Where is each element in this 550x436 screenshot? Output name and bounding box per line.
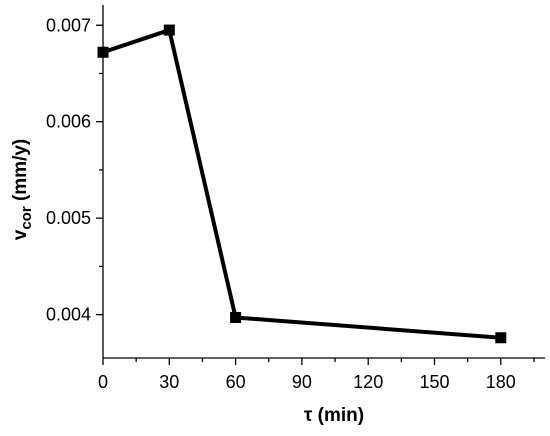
y-axis-title-unit: (mm/y) [10,139,31,207]
data-point-marker [230,311,242,323]
x-ticks: 0 30 60 90 120 150 180 [98,358,535,392]
x-tick-label: 150 [419,372,449,392]
x-tick-label: 180 [486,372,516,392]
series-layer [97,24,507,344]
y-axis-title: vcor (mm/y) [10,139,35,241]
x-tick-label: 30 [159,372,179,392]
data-point-marker [97,46,109,58]
x-tick-label: 60 [226,372,246,392]
x-tick-label: 120 [353,372,383,392]
y-tick-label: 0.005 [46,208,91,228]
x-tick-label: 90 [292,372,312,392]
y-tick-label: 0.007 [46,15,91,35]
y-axis-title-subscript: cor [18,206,35,230]
x-tick-label: 0 [98,372,108,392]
x-axis-title: τ (min) [304,405,364,426]
data-point-marker [163,24,175,36]
data-point-marker [495,332,507,344]
y-tick-label: 0.006 [46,112,91,132]
y-axis-title-main: v [10,229,31,240]
series-line [102,28,501,340]
y-ticks: 0.004 0.005 0.006 0.007 [46,15,103,325]
chart-axes [102,5,545,359]
y-tick-label: 0.004 [46,305,91,325]
